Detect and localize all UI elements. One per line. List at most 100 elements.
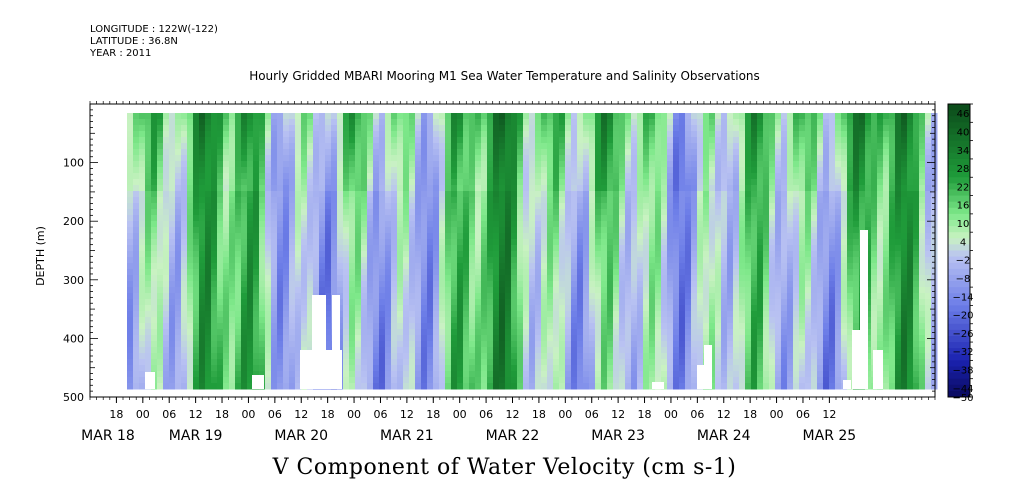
heatmap-cell xyxy=(457,209,464,216)
heatmap-cell xyxy=(595,365,602,372)
heatmap-cell xyxy=(655,281,662,288)
heatmap-cell xyxy=(403,215,410,222)
heatmap-cell xyxy=(283,353,290,360)
heatmap-cell xyxy=(727,209,734,216)
heatmap-cell xyxy=(571,197,578,204)
heatmap-cell xyxy=(733,377,740,384)
heatmap-cell xyxy=(139,305,146,312)
heatmap-cell xyxy=(169,161,176,168)
heatmap-cell xyxy=(589,377,596,384)
heatmap-cell xyxy=(757,179,764,186)
heatmap-cell xyxy=(307,173,314,180)
heatmap-cell xyxy=(139,227,146,234)
heatmap-cell xyxy=(355,155,362,162)
heatmap-cell xyxy=(211,125,218,132)
heatmap-cell xyxy=(157,281,164,288)
heatmap-cell xyxy=(655,197,662,204)
heatmap-cell xyxy=(493,263,500,270)
heatmap-cell xyxy=(391,365,398,372)
heatmap-cell xyxy=(547,305,554,312)
heatmap-cell xyxy=(547,371,554,378)
heatmap-cell xyxy=(655,221,662,228)
heatmap-cell xyxy=(763,227,770,234)
heatmap-cell xyxy=(265,317,272,324)
heatmap-cell xyxy=(535,287,542,294)
heatmap-cell xyxy=(763,119,770,126)
heatmap-cell xyxy=(241,257,248,264)
heatmap-cell xyxy=(415,341,422,348)
heatmap-cell xyxy=(397,143,404,150)
heatmap-cell xyxy=(607,233,614,240)
heatmap-cell xyxy=(367,179,374,186)
heatmap-cell xyxy=(373,287,380,294)
heatmap-cell xyxy=(517,353,524,360)
heatmap-cell xyxy=(205,137,212,144)
heatmap-cell xyxy=(199,275,206,282)
heatmap-cell xyxy=(553,209,560,216)
heatmap-cell xyxy=(265,185,272,192)
heatmap-cell xyxy=(517,149,524,156)
heatmap-cell xyxy=(463,167,470,174)
heatmap-cell xyxy=(733,353,740,360)
heatmap-cell xyxy=(745,149,752,156)
heatmap-cell xyxy=(289,185,296,192)
heatmap-cell xyxy=(697,341,704,348)
heatmap-cell xyxy=(181,245,188,252)
heatmap-cell xyxy=(127,257,134,264)
heatmap-cell xyxy=(637,359,644,366)
heatmap-cell xyxy=(637,263,644,270)
heatmap-cell xyxy=(295,227,302,234)
heatmap-cell xyxy=(691,173,698,180)
heatmap-cell xyxy=(703,209,710,216)
heatmap-cell xyxy=(583,329,590,336)
heatmap-cell xyxy=(457,203,464,210)
heatmap-cell xyxy=(745,125,752,132)
heatmap-cell xyxy=(211,299,218,306)
heatmap-cell xyxy=(775,197,782,204)
heatmap-cell xyxy=(739,281,746,288)
heatmap-cell xyxy=(481,347,488,354)
heatmap-cell xyxy=(733,131,740,138)
heatmap-cell xyxy=(673,293,680,300)
heatmap-cell xyxy=(391,155,398,162)
heatmap-cell xyxy=(745,131,752,138)
heatmap-cell xyxy=(739,179,746,186)
heatmap-cell xyxy=(733,113,740,120)
heatmap-cell xyxy=(535,173,542,180)
heatmap-cell xyxy=(643,209,650,216)
heatmap-cell xyxy=(547,293,554,300)
heatmap-cell xyxy=(277,305,284,312)
heatmap-cell xyxy=(625,365,632,372)
heatmap-cell xyxy=(505,149,512,156)
heatmap-cell xyxy=(379,341,386,348)
heatmap-cell xyxy=(145,161,152,168)
heatmap-cell xyxy=(241,191,248,198)
heatmap-cell xyxy=(619,209,626,216)
heatmap-cell xyxy=(157,257,164,264)
heatmap-cell xyxy=(283,227,290,234)
heatmap-cell xyxy=(589,281,596,288)
heatmap-cell xyxy=(187,329,194,336)
heatmap-cell xyxy=(523,191,530,198)
heatmap-cell xyxy=(463,335,470,342)
heatmap-cell xyxy=(301,191,308,198)
heatmap-cell xyxy=(619,245,626,252)
heatmap-cell xyxy=(487,215,494,222)
heatmap-cell xyxy=(175,137,182,144)
heatmap-cell xyxy=(487,221,494,228)
heatmap-cell xyxy=(397,209,404,216)
heatmap-cell xyxy=(457,299,464,306)
heatmap-cell xyxy=(373,323,380,330)
heatmap-cell xyxy=(205,293,212,300)
heatmap-cell xyxy=(547,377,554,384)
heatmap-cell xyxy=(355,257,362,264)
heatmap-cell xyxy=(553,119,560,126)
heatmap-cell xyxy=(223,257,230,264)
heatmap-cell xyxy=(199,185,206,192)
heatmap-cell xyxy=(535,329,542,336)
heatmap-cell xyxy=(373,257,380,264)
heatmap-cell xyxy=(667,221,674,228)
heatmap-cell xyxy=(139,347,146,354)
heatmap-cell xyxy=(187,299,194,306)
heatmap-cell xyxy=(589,203,596,210)
